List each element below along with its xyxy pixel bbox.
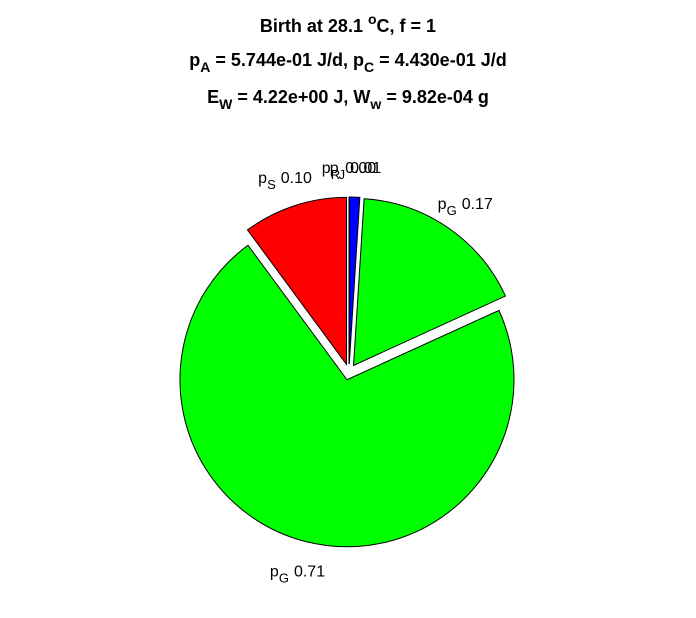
slice-label: pS 0.10	[258, 170, 312, 192]
label-sub: J	[339, 167, 346, 182]
label-name: p	[258, 170, 267, 187]
slice-label: pR 0.00	[322, 160, 377, 182]
pie-slice	[246, 196, 348, 366]
title-part: = 9.82e-04 g	[381, 87, 489, 107]
pie-slice	[352, 198, 507, 367]
label-sub: S	[267, 177, 276, 192]
label-name: p	[330, 160, 339, 177]
value-label: 0.71	[294, 563, 325, 580]
value-label: 0.00	[345, 160, 376, 177]
value-label: 0.01	[350, 160, 381, 177]
title-part: Birth at 28.1	[260, 16, 368, 36]
chart-title: pA = 5.744e-01 J/d, pC = 4.430e-01 J/d	[189, 50, 506, 75]
pie-slice	[179, 244, 515, 548]
value-label: 0.17	[462, 196, 493, 213]
title-part: = 4.430e-01 J/d	[374, 50, 507, 70]
title-part: A	[200, 59, 210, 75]
slice-label: pG 0.71	[270, 563, 325, 585]
value-label: 0.10	[281, 170, 312, 187]
label-sub: R	[331, 167, 340, 182]
chart-title: EW = 4.22e+00 J, Ww = 9.82e-04 g	[207, 87, 489, 112]
chart-title: Birth at 28.1 oC, f = 1	[260, 11, 436, 36]
title-part: = 5.744e-01 J/d, p	[210, 50, 364, 70]
label-name: p	[270, 563, 279, 580]
title-part: = 4.22e+00 J, W	[232, 87, 370, 107]
slice-label: pG 0.17	[438, 196, 493, 218]
label-sub: G	[279, 570, 289, 585]
pie-slice	[348, 196, 361, 365]
title-part: W	[219, 96, 233, 112]
label-name: p	[438, 196, 447, 213]
title-part: w	[369, 96, 381, 112]
title-part: p	[189, 50, 200, 70]
title-part: C	[364, 59, 374, 75]
title-part: C, f = 1	[377, 16, 437, 36]
label-name: p	[322, 160, 331, 177]
title-part: E	[207, 87, 219, 107]
title-part: o	[368, 11, 377, 27]
label-sub: G	[447, 203, 457, 218]
slice-label: pJ 0.01	[330, 160, 382, 182]
